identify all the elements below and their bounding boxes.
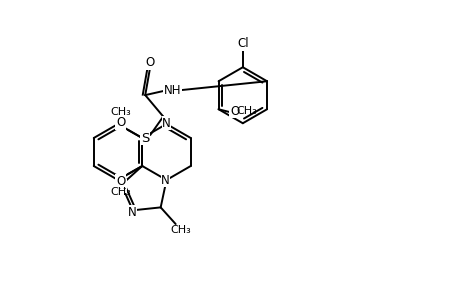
Text: O: O — [145, 56, 154, 69]
Text: N: N — [162, 116, 170, 130]
Text: CH₃: CH₃ — [235, 106, 257, 116]
Text: N: N — [127, 206, 136, 219]
Text: Cl: Cl — [236, 37, 248, 50]
Text: O: O — [116, 175, 125, 188]
Text: O: O — [230, 104, 239, 118]
Text: CH₃: CH₃ — [110, 107, 131, 117]
Text: CH₃: CH₃ — [110, 187, 131, 197]
Text: CH₃: CH₃ — [170, 225, 191, 235]
Text: N: N — [118, 179, 127, 192]
Text: O: O — [116, 116, 125, 129]
Text: NH: NH — [164, 84, 181, 97]
Text: S: S — [141, 131, 149, 145]
Text: N: N — [161, 173, 169, 187]
